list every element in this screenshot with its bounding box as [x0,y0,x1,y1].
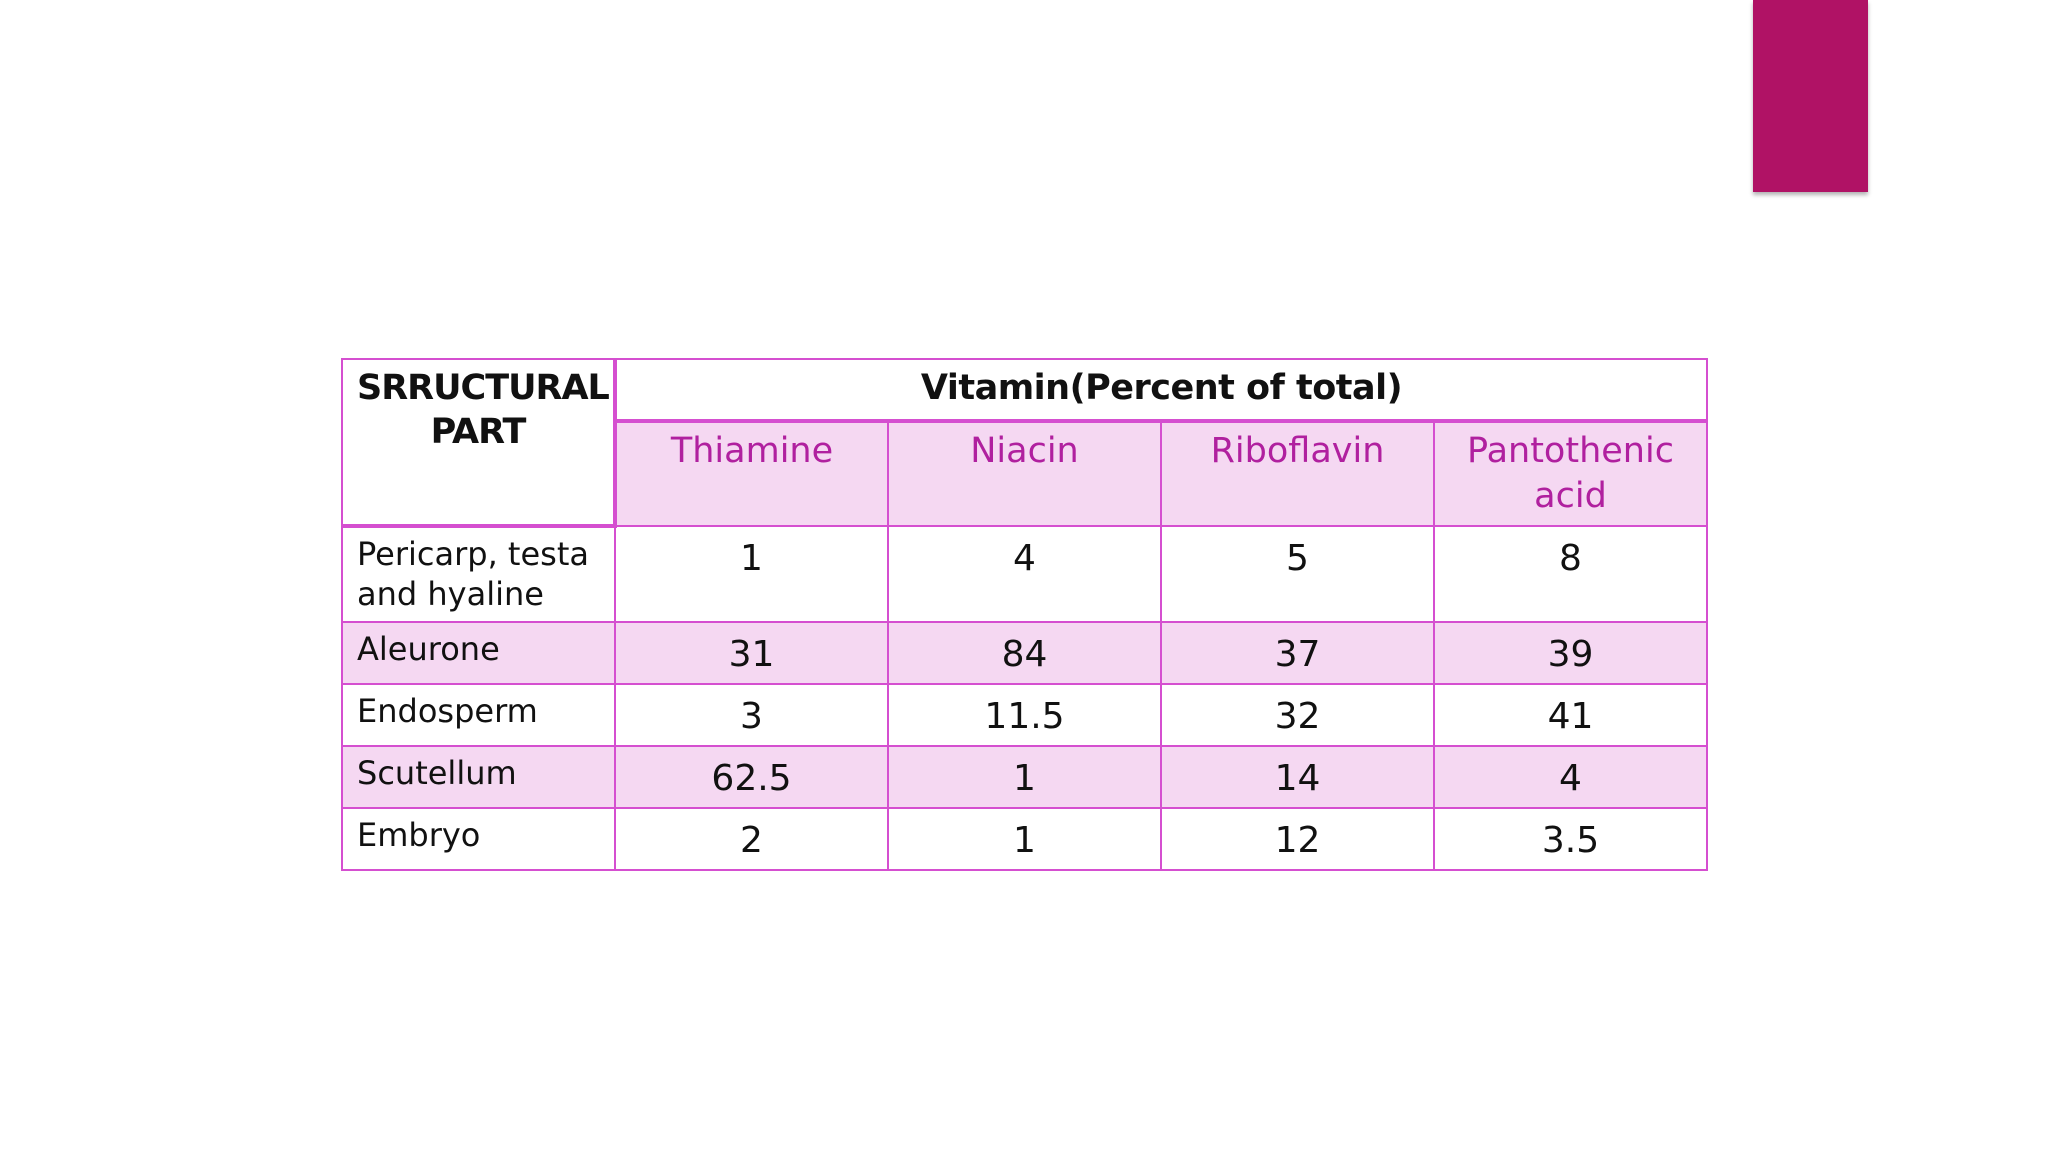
row-label: Aleurone [341,621,616,685]
table-row: Aleurone 31 84 37 39 [341,621,1708,685]
row-header: SRRUCTURAL PART [341,358,617,528]
cell-value: 41 [1433,683,1708,747]
column-header: Thiamine [614,420,889,527]
column-header: Pantothenic acid [1433,420,1708,527]
row-label: Pericarp, testa and hyaline [341,525,616,623]
cell-value: 31 [614,621,889,685]
cell-value: 8 [1433,525,1708,623]
cell-value: 32 [1160,683,1435,747]
row-label: Endosperm [341,683,616,747]
cell-value: 39 [1433,621,1708,685]
cell-value: 12 [1160,807,1435,871]
cell-value: 4 [1433,745,1708,809]
cell-value: 1 [887,745,1162,809]
row-label: Embryo [341,807,616,871]
cell-value: 1 [614,525,889,623]
table-row: Endosperm 3 11.5 32 41 [341,683,1708,747]
accent-bar [1753,0,1868,192]
cell-value: 4 [887,525,1162,623]
cell-value: 2 [614,807,889,871]
cell-value: 84 [887,621,1162,685]
cell-value: 11.5 [887,683,1162,747]
cell-value: 37 [1160,621,1435,685]
table-row: Scutellum 62.5 1 14 4 [341,745,1708,809]
cell-value: 3.5 [1433,807,1708,871]
group-header: Vitamin(Percent of total) [614,358,1708,423]
cell-value: 14 [1160,745,1435,809]
row-label: Scutellum [341,745,616,809]
cell-value: 5 [1160,525,1435,623]
vitamin-table: SRRUCTURAL PART Vitamin(Percent of total… [341,358,1708,871]
column-header: Niacin [887,420,1162,527]
cell-value: 62.5 [614,745,889,809]
column-header: Riboflavin [1160,420,1435,527]
cell-value: 1 [887,807,1162,871]
table-row: Embryo 2 1 12 3.5 [341,807,1708,871]
cell-value: 3 [614,683,889,747]
table-row: Pericarp, testa and hyaline 1 4 5 8 [341,525,1708,623]
